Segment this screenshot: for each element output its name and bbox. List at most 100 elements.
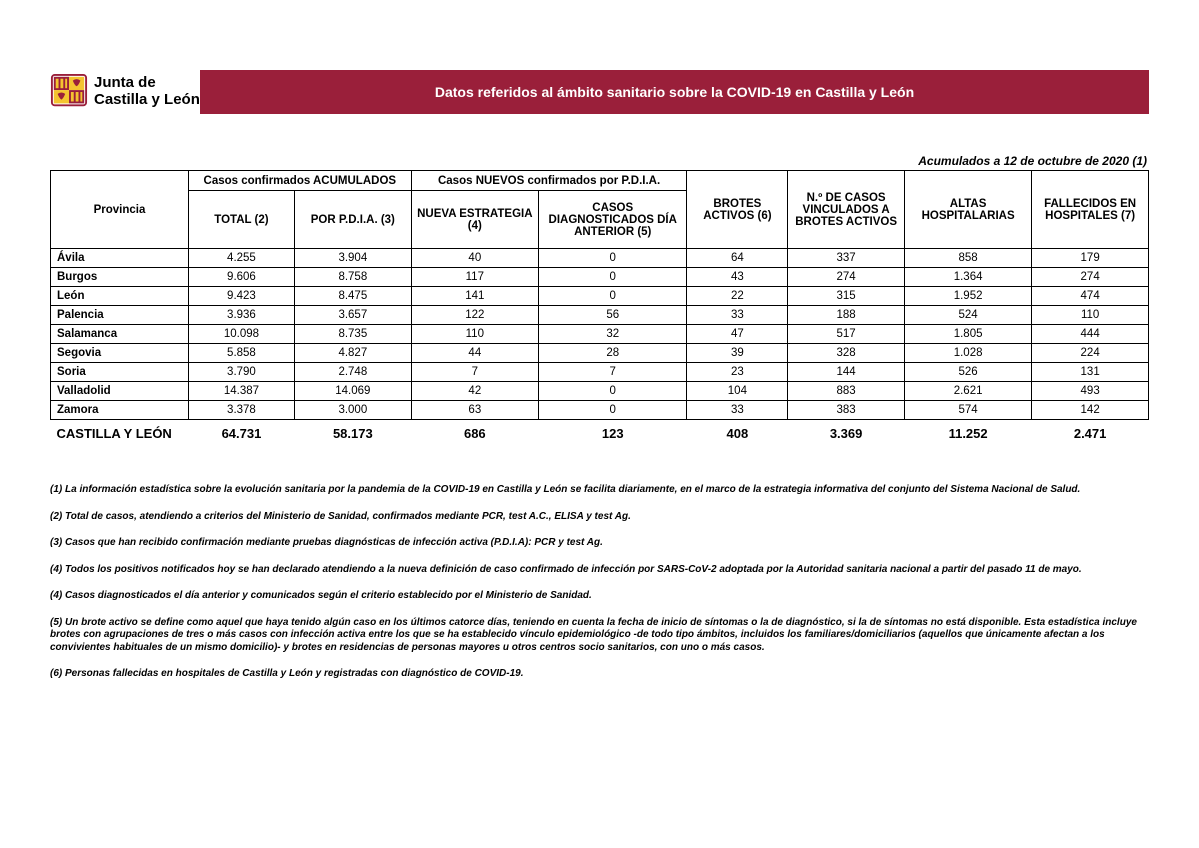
cell-fall: 274 (1032, 268, 1149, 287)
th-pdia: POR P.D.I.A. (3) (294, 191, 411, 249)
cell-altas: 1.364 (904, 268, 1031, 287)
cell-prov: Ávila (51, 249, 189, 268)
cell-pdia: 8.475 (294, 287, 411, 306)
cell-fall: 2.471 (1032, 420, 1149, 445)
cell-dia: 0 (538, 382, 687, 401)
cell-fall: 444 (1032, 325, 1149, 344)
cell-brotes: 408 (687, 420, 788, 445)
cell-pdia: 14.069 (294, 382, 411, 401)
cell-vinc: 188 (788, 306, 905, 325)
cell-pdia: 8.758 (294, 268, 411, 287)
cell-total: 3.936 (188, 306, 294, 325)
cell-pdia: 2.748 (294, 363, 411, 382)
cell-brotes: 39 (687, 344, 788, 363)
cell-brotes: 33 (687, 401, 788, 420)
cell-fall: 131 (1032, 363, 1149, 382)
logo-text: Junta de Castilla y León (94, 73, 200, 108)
table-row: Ávila4.2553.90440064337858179 (51, 249, 1149, 268)
cell-prov: Salamanca (51, 325, 189, 344)
th-dia-ant: CASOS DIAGNOSTICADOS DÍA ANTERIOR (5) (538, 191, 687, 249)
table-row: Valladolid14.38714.0694201048832.621493 (51, 382, 1149, 401)
data-table: Provincia Casos confirmados ACUMULADOS C… (50, 170, 1149, 444)
cell-vinc: 517 (788, 325, 905, 344)
cell-vinc: 315 (788, 287, 905, 306)
cell-prov: Soria (51, 363, 189, 382)
cell-altas: 524 (904, 306, 1031, 325)
cell-pdia: 8.735 (294, 325, 411, 344)
cell-total: 3.378 (188, 401, 294, 420)
cell-fall: 110 (1032, 306, 1149, 325)
cell-vinc: 3.369 (788, 420, 905, 445)
cell-nueva: 117 (411, 268, 538, 287)
shield-icon (50, 73, 88, 111)
cell-dia: 123 (538, 420, 687, 445)
cell-prov: Zamora (51, 401, 189, 420)
cell-vinc: 337 (788, 249, 905, 268)
cell-nueva: 42 (411, 382, 538, 401)
footnote: (4) Todos los positivos notificados hoy … (50, 564, 1149, 577)
th-nueva: NUEVA ESTRATEGIA (4) (411, 191, 538, 249)
table-row: León9.4238.4751410223151.952474 (51, 287, 1149, 306)
cell-dia: 0 (538, 268, 687, 287)
cell-vinc: 328 (788, 344, 905, 363)
cell-prov: Segovia (51, 344, 189, 363)
cell-nueva: 686 (411, 420, 538, 445)
th-vinc: N.º DE CASOS VINCULADOS A BROTES ACTIVOS (788, 171, 905, 249)
cell-pdia: 3.904 (294, 249, 411, 268)
cell-total: 10.098 (188, 325, 294, 344)
cell-total: 9.606 (188, 268, 294, 287)
cell-dia: 0 (538, 249, 687, 268)
cell-altas: 1.952 (904, 287, 1031, 306)
header-row: Junta de Castilla y León Datos referidos… (50, 70, 1149, 114)
cell-prov: Valladolid (51, 382, 189, 401)
cell-dia: 0 (538, 287, 687, 306)
cell-brotes: 104 (687, 382, 788, 401)
table-row: Salamanca10.0988.73511032475171.805444 (51, 325, 1149, 344)
cell-prov: CASTILLA Y LEÓN (51, 420, 189, 445)
cell-brotes: 47 (687, 325, 788, 344)
th-altas: ALTAS HOSPITALARIAS (904, 171, 1031, 249)
cell-fall: 474 (1032, 287, 1149, 306)
logo-line1: Junta de (94, 75, 200, 92)
cell-vinc: 883 (788, 382, 905, 401)
th-total: TOTAL (2) (188, 191, 294, 249)
footnote: (1) La información estadística sobre la … (50, 484, 1149, 497)
footnote: (3) Casos que han recibido confirmación … (50, 537, 1149, 550)
cell-brotes: 64 (687, 249, 788, 268)
cell-fall: 142 (1032, 401, 1149, 420)
title-bar: Datos referidos al ámbito sanitario sobr… (200, 70, 1149, 114)
cell-pdia: 3.000 (294, 401, 411, 420)
date-line: Acumulados a 12 de octubre de 2020 (1) (50, 154, 1149, 168)
cell-pdia: 3.657 (294, 306, 411, 325)
cell-total: 14.387 (188, 382, 294, 401)
cell-total: 3.790 (188, 363, 294, 382)
cell-fall: 224 (1032, 344, 1149, 363)
cell-total: 64.731 (188, 420, 294, 445)
cell-altas: 1.028 (904, 344, 1031, 363)
cell-brotes: 33 (687, 306, 788, 325)
th-brotes: BROTES ACTIVOS (6) (687, 171, 788, 249)
cell-altas: 2.621 (904, 382, 1031, 401)
footnote: (5) Un brote activo se define como aquel… (50, 617, 1149, 655)
table-row: Burgos9.6068.7581170432741.364274 (51, 268, 1149, 287)
th-group-acumulados: Casos confirmados ACUMULADOS (188, 171, 411, 191)
cell-pdia: 58.173 (294, 420, 411, 445)
cell-fall: 493 (1032, 382, 1149, 401)
cell-prov: Burgos (51, 268, 189, 287)
cell-altas: 858 (904, 249, 1031, 268)
cell-brotes: 22 (687, 287, 788, 306)
cell-fall: 179 (1032, 249, 1149, 268)
cell-vinc: 274 (788, 268, 905, 287)
cell-altas: 1.805 (904, 325, 1031, 344)
cell-brotes: 43 (687, 268, 788, 287)
cell-brotes: 23 (687, 363, 788, 382)
table-row: Soria3.7902.7487723144526131 (51, 363, 1149, 382)
table-row: Zamora3.3783.00063033383574142 (51, 401, 1149, 420)
cell-nueva: 7 (411, 363, 538, 382)
cell-dia: 56 (538, 306, 687, 325)
th-fallec: FALLECIDOS EN HOSPITALES (7) (1032, 171, 1149, 249)
cell-dia: 7 (538, 363, 687, 382)
cell-prov: León (51, 287, 189, 306)
cell-nueva: 110 (411, 325, 538, 344)
table-row: Segovia5.8584.8274428393281.028224 (51, 344, 1149, 363)
